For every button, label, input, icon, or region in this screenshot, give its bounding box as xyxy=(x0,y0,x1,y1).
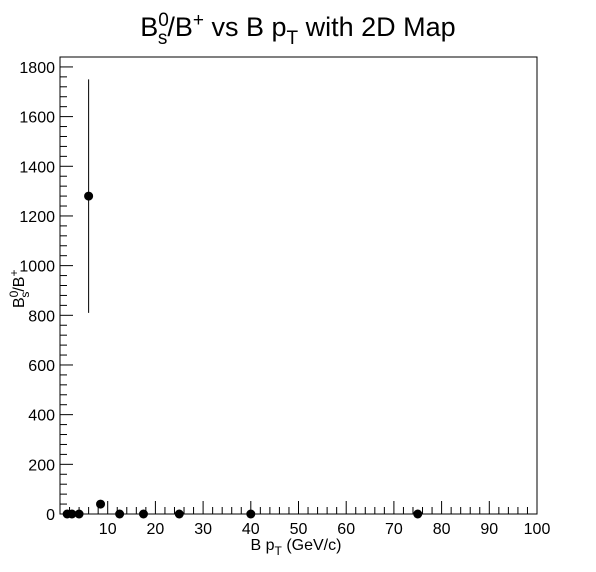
title-sup2: + xyxy=(193,10,204,31)
data-point xyxy=(96,499,106,509)
data-point xyxy=(84,191,94,201)
y-axis-tick-labels: 0 200 400 600 800 1000 1200 1400 1600 1800 xyxy=(19,60,55,524)
x-tick-label: 40 xyxy=(242,521,260,538)
xlabel-tail: (GeV/c) xyxy=(282,537,342,554)
y-tick-label: 1400 xyxy=(19,159,55,176)
ylabel-slash: /B xyxy=(11,277,28,292)
data-series xyxy=(62,79,423,519)
x-tick-label: 100 xyxy=(524,521,551,538)
x-tick-label: 70 xyxy=(385,521,403,538)
y-tick-label: 800 xyxy=(28,308,55,325)
x-tick-label: 10 xyxy=(99,521,117,538)
title-slash: /B xyxy=(167,12,193,42)
y-axis-label: B0s/B+ xyxy=(7,270,32,309)
title-sub2: T xyxy=(287,28,299,49)
chart-title: B0 s/B+ vs B pT with 2D Map xyxy=(140,10,455,49)
title-sup1: 0 xyxy=(158,10,169,31)
x-tick-label: 90 xyxy=(480,521,498,538)
y-tick-label: 600 xyxy=(28,358,55,375)
y-tick-label: 400 xyxy=(28,408,55,425)
data-point xyxy=(115,509,125,519)
data-point xyxy=(138,509,148,519)
data-point xyxy=(67,509,77,519)
x-axis-tick-labels: 10 20 30 40 50 60 70 80 90 100 xyxy=(99,521,551,538)
x-axis-label: B pT (GeV/c) xyxy=(251,537,342,558)
data-point xyxy=(74,509,84,519)
x-tick-label: 20 xyxy=(147,521,165,538)
xlabel-main: B p xyxy=(251,537,275,554)
title-main: B xyxy=(140,12,158,42)
x-tick-label: 30 xyxy=(194,521,212,538)
x-tick-label: 80 xyxy=(433,521,451,538)
data-point xyxy=(413,509,423,519)
title-mid: vs B p xyxy=(204,12,287,42)
x-axis-ticks xyxy=(59,501,538,514)
ylabel-sup2: + xyxy=(7,270,21,277)
y-axis-ticks xyxy=(60,56,73,515)
data-point xyxy=(174,509,184,519)
data-point xyxy=(246,509,256,519)
y-tick-label: 1800 xyxy=(19,60,55,77)
y-tick-label: 0 xyxy=(46,507,55,524)
ylabel-main: B xyxy=(11,297,28,308)
x-tick-label: 50 xyxy=(290,521,308,538)
xlabel-sub: T xyxy=(275,544,283,558)
y-tick-label: 200 xyxy=(28,457,55,474)
ylabel-sub1: s xyxy=(18,292,32,298)
y-tick-label: 1600 xyxy=(19,110,55,127)
x-tick-label: 60 xyxy=(337,521,355,538)
y-tick-label: 1200 xyxy=(19,209,55,226)
y-tick-label: 1000 xyxy=(19,259,55,276)
title-tail: with 2D Map xyxy=(298,12,456,42)
ylabel-sup1: 0 xyxy=(7,290,21,297)
plot-frame xyxy=(59,56,538,515)
title-sub1: s xyxy=(158,28,168,49)
